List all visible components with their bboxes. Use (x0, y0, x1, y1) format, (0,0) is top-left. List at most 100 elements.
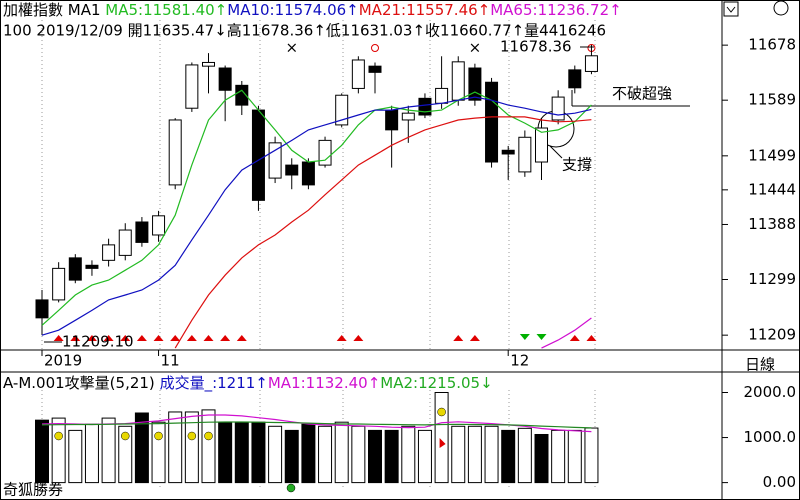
buy-signal (569, 335, 580, 341)
menu-button[interactable] (723, 1, 739, 17)
y-tick-label: 11388 (748, 215, 796, 233)
volume-dot (154, 431, 163, 441)
top-icons[interactable] (723, 0, 789, 17)
candle-body (368, 65, 382, 73)
buy-signal (120, 335, 131, 341)
circle-signal (371, 44, 379, 52)
candle-body (301, 161, 315, 186)
candle-body (235, 84, 249, 106)
x-tick-label: 11 (161, 352, 180, 370)
volume-bar (284, 429, 299, 484)
volume-bar (467, 425, 482, 484)
candle-body (152, 215, 166, 236)
header-ohlc: 100 2019/12/09 開11635.47↓高11678.36↑低1163… (3, 22, 606, 40)
volume-bar (118, 425, 133, 484)
x-signal: × (285, 39, 298, 57)
candle-body (518, 136, 532, 173)
volume-bar (35, 419, 49, 484)
x-tick-label: 2019 (44, 352, 82, 370)
buy-signal (336, 335, 347, 341)
candle-body (468, 67, 482, 101)
arrow-icon (726, 6, 736, 13)
y-tick-label: 0.00 (763, 473, 796, 491)
low-annotation: 11209.10 (62, 333, 134, 351)
header-item: MA65:11236.72↑ (490, 1, 621, 19)
buy-signal (203, 335, 214, 341)
candle-body (401, 112, 415, 121)
ma-line (41, 96, 592, 336)
y-tick-label: 11444 (748, 180, 796, 198)
candle-body (168, 119, 182, 186)
candle-body (501, 149, 515, 155)
buy-signal (153, 335, 164, 341)
x-signal: × (469, 39, 482, 57)
annotation-line (549, 145, 563, 159)
candle-body (418, 97, 432, 116)
header-item: 加權指數 MA1 (3, 1, 105, 19)
sell-signal (519, 334, 530, 340)
volume-bar (318, 425, 333, 484)
candle-body (218, 67, 232, 91)
buy-signal (70, 335, 81, 341)
volume-header: A-M.001攻擊量(5,21) 成交量_:1211↑MA1:1132.40↑M… (3, 374, 493, 393)
candle-body (584, 55, 598, 72)
volume-dot (121, 431, 130, 441)
header-ma: 加權指數 MA1 MA5:11581.40↑MA10:11574.06↑MA21… (3, 1, 622, 19)
candle-body (185, 64, 199, 109)
header-item: MA1:1132.40↑ (268, 374, 380, 392)
candle-body (118, 229, 132, 256)
buy-signal (103, 335, 114, 341)
volume-bar (151, 421, 166, 484)
vertical-grid (41, 20, 596, 490)
volume-bar (551, 429, 566, 484)
candle-body (451, 61, 465, 101)
volume-bar (268, 425, 283, 484)
candle-body (535, 127, 548, 163)
volume-bar (168, 411, 183, 484)
buy-signal (586, 335, 597, 341)
candle-body (251, 109, 265, 201)
ma-line (541, 317, 592, 349)
volume-bar (401, 425, 416, 484)
volume-bar (334, 421, 349, 484)
volume-bar (251, 421, 266, 484)
high-annotation: 11678.36 (500, 38, 572, 56)
volume-dot (286, 483, 296, 493)
volume-bar (134, 412, 149, 484)
volume-bar (584, 427, 599, 484)
header-item: MA10:11574.06↑ (227, 1, 358, 19)
candle-body (35, 299, 49, 319)
candle-body (568, 69, 582, 89)
candle-body (351, 59, 365, 89)
volume-dot (54, 431, 63, 441)
volume-bar (51, 417, 66, 484)
y-tick-label: 11299 (748, 270, 796, 288)
header-item: MA2:1215.05↓ (380, 374, 492, 392)
header-item: MA21:11557.46↑ (359, 1, 490, 19)
buy-signal (220, 335, 231, 341)
volume-dot (187, 431, 197, 441)
volume-bar (234, 421, 249, 484)
volume-dot (204, 431, 213, 441)
candle-body (485, 81, 499, 163)
volume-bar (351, 425, 366, 484)
y-tick-label: 1000.0 (744, 428, 797, 446)
watermark: 奇狐勝券 (3, 481, 63, 499)
volume-bar (101, 417, 116, 484)
y-tick-label: 11209 (748, 326, 796, 344)
candle-body (435, 87, 449, 104)
volume-bar (517, 427, 532, 484)
buy-signal (170, 335, 181, 341)
volume-bar (534, 433, 549, 484)
buy-signal (453, 335, 464, 341)
candle-body (68, 257, 82, 281)
volume-bar (567, 429, 582, 484)
volume-bar (201, 409, 216, 484)
signal-markers: × × (53, 39, 597, 341)
volume-bar (484, 425, 499, 484)
support-annotation: 支撐 (562, 156, 592, 174)
volume-bar (218, 421, 233, 484)
ma-line (41, 421, 592, 429)
close-button[interactable] (773, 0, 789, 16)
